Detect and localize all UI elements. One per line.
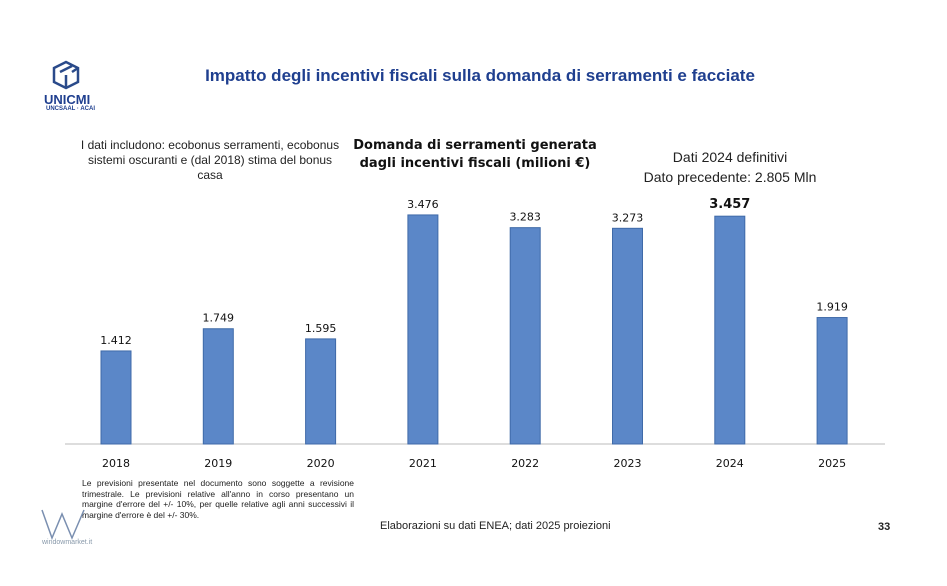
bar-2019	[202, 328, 234, 445]
watermark-text: windowmarket.it	[42, 539, 93, 546]
chart-title: Domanda di serramenti generata dagli inc…	[353, 138, 597, 171]
page-number: 33	[878, 521, 891, 533]
bar-2021	[407, 214, 439, 445]
x-tick-2023: 2023	[614, 457, 642, 470]
windowmarket-logo-icon	[41, 509, 85, 540]
note-line-2: Dato precedente: 2.805 Mln	[643, 169, 817, 185]
data-label-2025: 1.919	[816, 301, 848, 314]
x-tick-2024: 2024	[716, 457, 744, 470]
bar-2023	[612, 227, 643, 445]
data-label-2019: 1.749	[203, 312, 235, 325]
disclaimer: Le previsioni presentate nel documento s…	[82, 478, 354, 520]
bar-2024	[714, 215, 746, 445]
x-tick-2025: 2025	[818, 457, 846, 470]
bar-2020	[305, 338, 337, 445]
x-tick-2018: 2018	[102, 457, 130, 470]
x-tick-2019: 2019	[204, 457, 232, 470]
x-tick-2020: 2020	[307, 457, 335, 470]
data-includes-note: I dati includono: ecobonus serramenti, e…	[80, 138, 340, 182]
bar-2022	[509, 227, 541, 445]
data-label-2021: 3.476	[407, 198, 439, 211]
data-label-2023: 3.273	[612, 211, 644, 224]
x-tick-2022: 2022	[511, 457, 539, 470]
page-title: Impatto degli incentivi fiscali sulla do…	[205, 66, 755, 85]
source-note: Elaborazioni su dati ENEA; dati 2025 pro…	[380, 520, 611, 532]
x-tick-2021: 2021	[409, 457, 437, 470]
logo-subtext: UNCSAAL · ACAI	[46, 106, 95, 112]
data-label-2022: 3.283	[509, 211, 541, 224]
data-label-2018: 1.412	[100, 334, 132, 347]
unicmi-logo-icon	[52, 60, 80, 90]
data-label-2024: 3.457	[709, 197, 750, 212]
bar-2025	[816, 317, 848, 445]
logo-text: UNICMI	[44, 92, 91, 107]
data-label-2020: 1.595	[305, 322, 337, 335]
definitive-data-note: Dati 2024 definitivi Dato precedente: 2.…	[620, 147, 840, 187]
bar-2018	[100, 350, 132, 445]
note-line-1: Dati 2024 definitivi	[672, 149, 788, 165]
